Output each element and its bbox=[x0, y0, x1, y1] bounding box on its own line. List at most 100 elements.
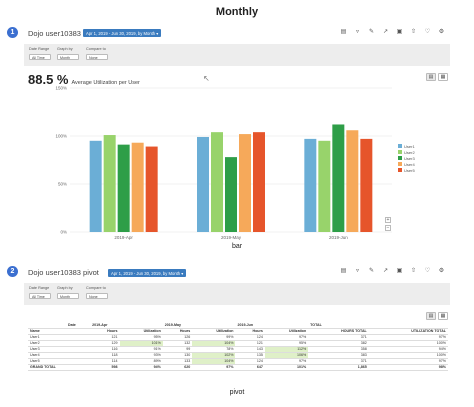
settings-icon[interactable]: ⚙ bbox=[438, 268, 445, 274]
legend-item[interactable]: User1 bbox=[398, 143, 415, 149]
bar-user4-2019-apr[interactable] bbox=[131, 142, 144, 232]
pivot-col-utilization[interactable]: Utilization bbox=[192, 328, 236, 335]
table-cell: 620 bbox=[162, 364, 193, 371]
table-cell: 95% bbox=[264, 340, 309, 347]
pivot-col-utilization[interactable]: Utilization bbox=[119, 328, 163, 335]
table-cell: 124 bbox=[235, 358, 265, 365]
share-icon[interactable]: ↗ bbox=[382, 268, 389, 274]
table-cell: 112% bbox=[264, 346, 309, 353]
pivot-col-hours[interactable] bbox=[66, 328, 91, 335]
legend-item[interactable]: User4 bbox=[398, 161, 415, 167]
pivot-col-name[interactable]: Name bbox=[28, 328, 66, 335]
filter-icon[interactable]: ▿ bbox=[355, 29, 359, 35]
pivot-header-columns: Name Hours Utilization Hours Utilization… bbox=[28, 328, 448, 335]
x-tick-label: 2019-May bbox=[221, 235, 242, 240]
pivot-header-date[interactable]: Date bbox=[66, 323, 91, 329]
panel-title-bar: Dojo user10383 bbox=[28, 29, 81, 38]
table-cell: 383 bbox=[308, 352, 369, 359]
step-badge-1: 1 bbox=[7, 27, 18, 38]
share-icon[interactable]: ↗ bbox=[382, 29, 389, 35]
pivot-header-total[interactable]: TOTAL bbox=[308, 323, 448, 329]
export-icon[interactable]: ⇧ bbox=[410, 29, 417, 35]
pivot-col-utilization-total[interactable]: UTILIZATION TOTAL bbox=[368, 328, 448, 335]
export-icon[interactable]: ⇧ bbox=[410, 268, 417, 274]
settings-icon[interactable]: ⚙ bbox=[438, 29, 445, 35]
pencil-icon[interactable]: ✎ bbox=[368, 29, 375, 35]
bar-user1-2019-jun[interactable] bbox=[304, 138, 317, 232]
filter-icon[interactable]: ▿ bbox=[355, 268, 359, 274]
pivot-col-hours[interactable]: Hours bbox=[90, 328, 120, 335]
date-range-select[interactable]: All Time bbox=[29, 293, 51, 299]
bar-user2-2019-may[interactable] bbox=[211, 132, 223, 232]
compare-to-select[interactable]: None bbox=[86, 293, 108, 299]
bar-user3-2019-jun[interactable] bbox=[332, 124, 345, 232]
table-cell: 129 bbox=[90, 340, 120, 347]
graph-by-select[interactable]: Month bbox=[57, 54, 79, 60]
table-cell: 598 bbox=[90, 364, 120, 371]
table-cell: 97% bbox=[368, 358, 448, 365]
table-cell: 98% bbox=[368, 364, 448, 371]
row-name: User2 bbox=[28, 340, 66, 347]
filter-bar-2: Date Range All Time Graph by Month Compa… bbox=[24, 283, 450, 305]
zoom-in-button[interactable]: + bbox=[385, 217, 391, 223]
save-icon[interactable]: ▣ bbox=[396, 268, 403, 274]
legend-item[interactable]: User2 bbox=[398, 149, 415, 155]
table-cell: 121 bbox=[235, 340, 265, 347]
legend-label: User4 bbox=[404, 161, 415, 167]
save-icon[interactable]: ▣ bbox=[396, 29, 403, 35]
pencil-icon[interactable]: ✎ bbox=[368, 268, 375, 274]
bar-user5-2019-jun[interactable] bbox=[360, 138, 373, 232]
zoom-out-button[interactable]: − bbox=[385, 225, 391, 231]
bar-user3-2019-may[interactable] bbox=[225, 157, 237, 232]
table-view-button[interactable]: ▦ bbox=[438, 312, 448, 320]
bar-user4-2019-jun[interactable] bbox=[346, 130, 359, 232]
table-view-button[interactable]: ▦ bbox=[438, 73, 448, 81]
comment-icon[interactable]: ▤ bbox=[340, 268, 347, 274]
bar-user5-2019-apr[interactable] bbox=[145, 146, 158, 232]
compare-to-select[interactable]: None bbox=[86, 54, 108, 60]
pivot-header-month[interactable]: 2019-May bbox=[162, 323, 236, 329]
table-cell: 382 bbox=[308, 340, 369, 347]
pivot-col-utilization[interactable]: Utilization bbox=[264, 328, 309, 335]
table-cell: 104% bbox=[192, 358, 236, 365]
bar-chart: 0% 50% 100% 150% 2019-Apr 2019-May 2019-Jun bbox=[55, 86, 392, 240]
bar-user4-2019-may[interactable] bbox=[239, 134, 251, 232]
bar-user1-2019-apr[interactable] bbox=[89, 140, 102, 232]
legend-swatch bbox=[398, 168, 402, 172]
table-cell: 143 bbox=[235, 346, 265, 353]
legend-swatch bbox=[398, 156, 402, 160]
pivot-header-month[interactable]: 2019-Apr bbox=[90, 323, 163, 329]
pivot-col-hours[interactable]: Hours bbox=[162, 328, 193, 335]
bell-icon[interactable]: ♡ bbox=[424, 268, 431, 274]
row-spacer bbox=[66, 340, 91, 347]
bar-user2-2019-apr[interactable] bbox=[103, 135, 116, 232]
chart-view-button[interactable]: ▤ bbox=[426, 312, 436, 320]
bar-user3-2019-apr[interactable] bbox=[117, 144, 130, 232]
date-range-button-bar[interactable]: Apr 1, 2019 - Jun 30, 2019, by Month ▾ bbox=[83, 29, 162, 37]
legend-item[interactable]: User3 bbox=[398, 155, 415, 161]
page-title: Monthly bbox=[215, 6, 259, 18]
pivot-header-blank bbox=[28, 323, 66, 329]
bar-user5-2019-may[interactable] bbox=[253, 132, 265, 232]
legend-item[interactable]: User5 bbox=[398, 167, 415, 173]
bell-icon[interactable]: ♡ bbox=[424, 29, 431, 35]
comment-icon[interactable]: ▤ bbox=[340, 29, 347, 35]
table-cell: 121 bbox=[90, 334, 120, 341]
bar-user2-2019-jun[interactable] bbox=[318, 140, 331, 232]
chart-view-button[interactable]: ▤ bbox=[426, 73, 436, 81]
grand-total-row: GRAND TOTAL 598 94% 620 97% 647 101% 1,865 98% bbox=[28, 364, 448, 371]
y-tick-label: 0% bbox=[60, 230, 67, 235]
bar-user1-2019-may[interactable] bbox=[197, 136, 209, 232]
table-cell: 78% bbox=[192, 346, 236, 353]
row-spacer bbox=[66, 352, 91, 359]
graph-by-select[interactable]: Month bbox=[57, 293, 79, 299]
pivot-col-hours-total[interactable]: HOURS TOTAL bbox=[308, 328, 369, 335]
table-row: User5 114 89% 133 104% 124 97% 371 97% bbox=[28, 358, 448, 365]
date-range-select[interactable]: All Time bbox=[29, 54, 51, 60]
table-cell: 133 bbox=[162, 358, 193, 365]
cursor-icon: ↖ bbox=[203, 74, 210, 83]
legend-label: User1 bbox=[404, 143, 415, 149]
pivot-header-month[interactable]: 2019-Jun bbox=[235, 323, 309, 329]
pivot-col-hours[interactable]: Hours bbox=[235, 328, 265, 335]
date-range-button-pivot[interactable]: Apr 1, 2019 - Jun 30, 2019, by Month ▾ bbox=[108, 269, 187, 277]
